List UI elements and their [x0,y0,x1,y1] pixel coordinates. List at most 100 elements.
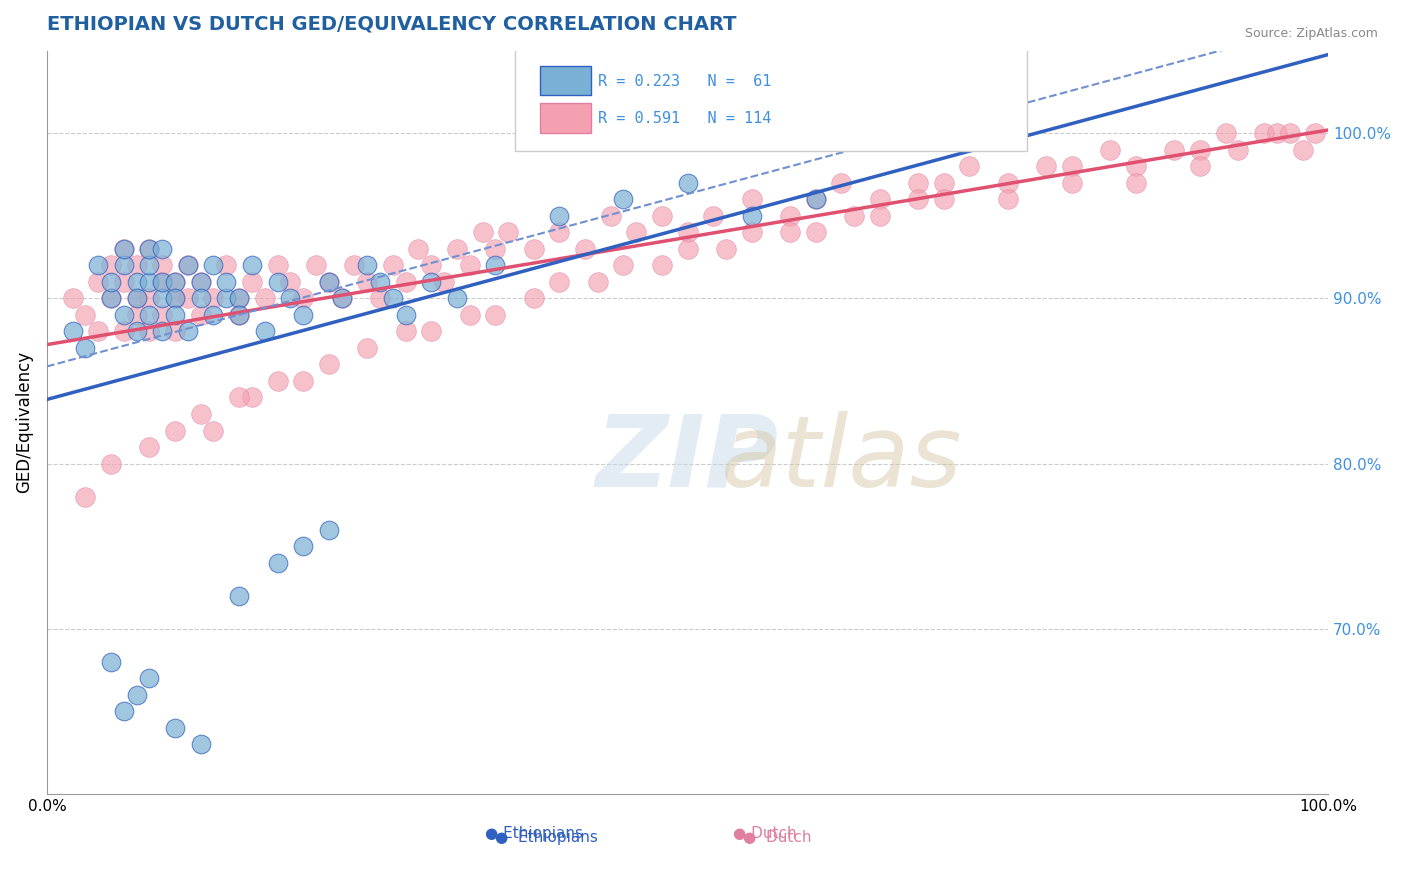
Point [395,275,418,289]
Point [228,391,250,405]
Point [75,490,97,504]
Point [112,275,135,289]
Point [343,259,366,273]
Point [356,341,378,355]
Point [228,308,250,322]
FancyBboxPatch shape [515,47,1026,151]
Point [804,193,827,207]
Point [368,292,391,306]
Point [932,176,955,190]
Point [177,292,200,306]
Point [830,176,852,190]
Point [1227,143,1250,157]
Point [75,308,97,322]
Point [150,275,173,289]
Point [202,259,225,273]
Point [997,176,1019,190]
Point [1163,143,1185,157]
Point [215,292,238,306]
Point [676,226,699,240]
Point [458,308,481,322]
Point [215,275,238,289]
Point [496,226,519,240]
Point [138,275,160,289]
Point [714,242,737,256]
Point [112,704,135,718]
Point [163,292,186,306]
Point [190,275,212,289]
Point [100,292,122,306]
Point [125,275,148,289]
Point [356,259,378,273]
Point [292,539,315,553]
Point [741,193,763,207]
Point [177,259,200,273]
Point [112,242,135,256]
Point [381,259,404,273]
Point [741,226,763,240]
Point [586,275,609,289]
Point [190,292,212,306]
Point [138,242,160,256]
Point [163,721,186,735]
Point [292,374,315,388]
Point [278,275,301,289]
Point [190,737,212,751]
Point [523,242,546,256]
Point [932,193,955,207]
Point [87,259,110,273]
Point [228,308,250,322]
Point [163,275,186,289]
Point [177,325,200,339]
Point [87,325,110,339]
Point [138,440,160,454]
Point [1035,160,1057,174]
Point [228,292,250,306]
Point [1305,127,1327,141]
Point [150,308,173,322]
Point [163,424,186,438]
Point [612,193,634,207]
Point [112,259,135,273]
Point [395,325,418,339]
Point [190,308,212,322]
Point [228,292,250,306]
Point [1060,176,1083,190]
Point [574,242,596,256]
Point [1125,176,1147,190]
Point [125,325,148,339]
Point [112,325,135,339]
Bar [540,66,592,95]
Point [266,374,288,388]
Point [266,556,288,570]
Point [75,341,97,355]
Text: R = 0.591   N = 114: R = 0.591 N = 114 [598,111,772,126]
Point [202,292,225,306]
Point [523,292,546,306]
Point [305,259,328,273]
Point [676,176,699,190]
Text: R = 0.223   N =  61: R = 0.223 N = 61 [598,74,772,88]
Point [1215,127,1237,141]
Text: ● Dutch: ● Dutch [733,826,796,841]
Point [318,523,340,537]
Point [138,259,160,273]
Point [240,391,263,405]
Point [87,275,110,289]
Point [612,259,634,273]
Point [138,671,160,685]
Point [150,325,173,339]
Point [163,292,186,306]
Point [433,275,456,289]
Point [100,457,122,471]
Point [150,242,173,256]
Text: ETHIOPIAN VS DUTCH GED/EQUIVALENCY CORRELATION CHART: ETHIOPIAN VS DUTCH GED/EQUIVALENCY CORRE… [46,15,737,34]
Point [702,209,724,223]
Text: R = 0.591   N = 114: R = 0.591 N = 114 [540,115,730,133]
Point [471,226,494,240]
Point [228,589,250,603]
Point [318,275,340,289]
Point [1265,127,1288,141]
Point [253,325,276,339]
Point [125,688,148,702]
